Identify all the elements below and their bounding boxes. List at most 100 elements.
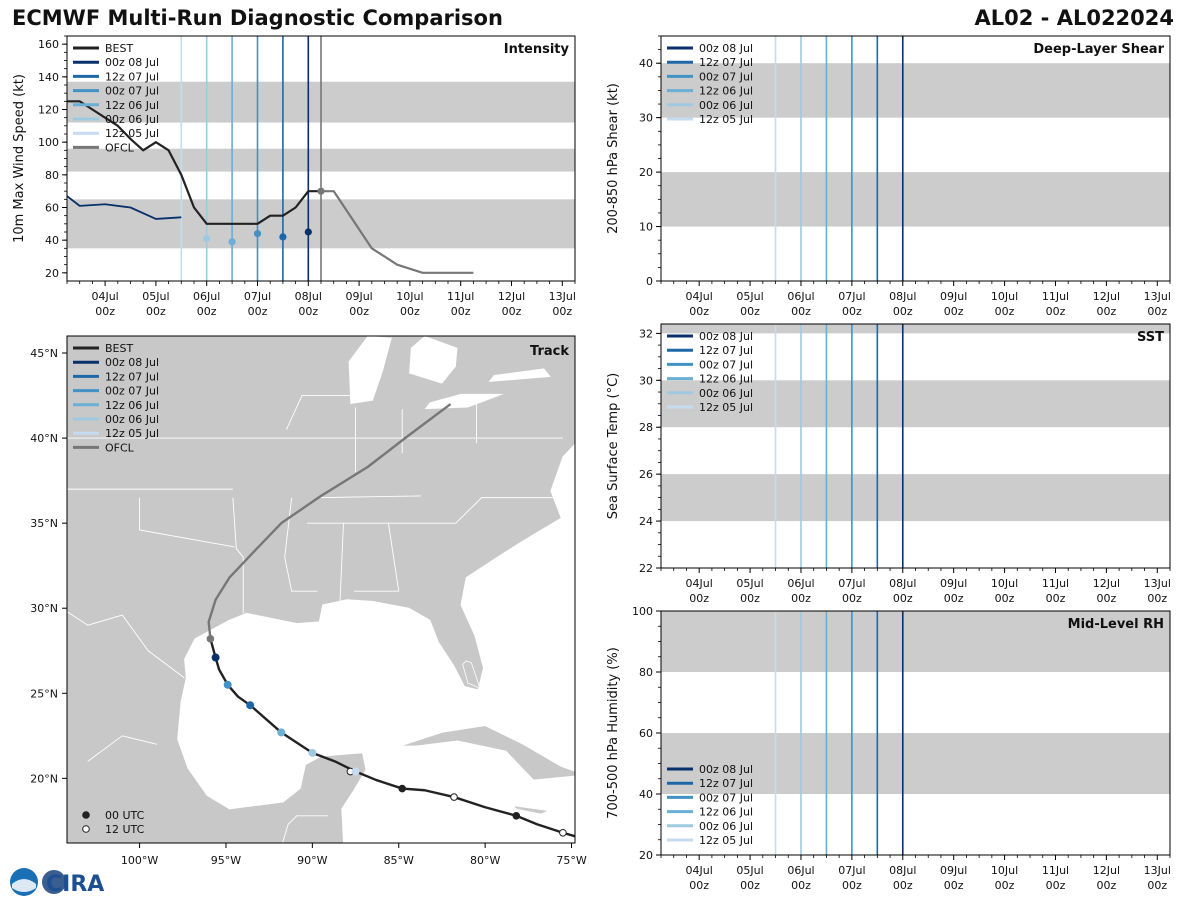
track-init-point-run-0 [211, 653, 220, 662]
sst-xtick-hour: 00z [1046, 592, 1066, 605]
rh-xtick-hour: 00z [1147, 879, 1167, 892]
intensity-xtick-day: 07Jul [244, 290, 271, 303]
intensity-series-best [67, 100, 321, 225]
shear-ylabel: 200-850 hPa Shear (kt) [606, 83, 621, 234]
track-title: Track [530, 344, 569, 359]
rh-xtick-hour: 00z [893, 879, 913, 892]
sst-xtick-day: 09Jul [940, 577, 967, 590]
shear-legend-label: 00z 06 Jul [699, 99, 753, 112]
border-line [307, 497, 558, 524]
rh-panel: 20 40 60 80 100 04Jul 00z 05Jul 00z 06Jul 00z 07Jul… [606, 605, 1171, 892]
sst-ytick-label: 30 [639, 374, 653, 387]
shear-plot-area [661, 36, 1170, 281]
intensity-ytick-label: 60 [45, 202, 59, 215]
intensity-ytick-label: 40 [45, 234, 59, 247]
intensity-xtick-day: 10Jul [396, 290, 423, 303]
rh-ytick-label: 100 [632, 605, 653, 618]
shear-xtick-hour: 00z [689, 305, 709, 318]
best-track-marker [512, 811, 521, 820]
sst-xtick-hour: 00z [893, 592, 913, 605]
intensity-init-point-run-1 [279, 233, 287, 241]
border-line [232, 497, 244, 614]
logo-text: CIRA [46, 872, 104, 897]
track-lat-label: 20°N [30, 772, 58, 785]
sst-threshold-band [661, 474, 1170, 522]
intensity-legend-label: 00z 08 Jul [105, 56, 159, 69]
lake-ontario [488, 368, 551, 382]
intensity-xtick-hour: 00z [502, 305, 522, 318]
intensity-title: Intensity [504, 42, 570, 57]
rh-ylabel: 700-500 hPa Humidity (%) [606, 647, 621, 819]
rh-xtick-day: 12Jul [1093, 864, 1120, 877]
best-track-marker [559, 828, 567, 837]
border-line [286, 395, 365, 430]
cuba-landmass [400, 725, 575, 781]
intensity-legend-label: 12z 06 Jul [105, 99, 159, 112]
jamaica-landmass [511, 805, 551, 815]
sst-legend-label: 00z 08 Jul [699, 330, 753, 343]
sst-xtick-day: 07Jul [838, 577, 865, 590]
sst-threshold-band [661, 324, 1170, 334]
track-legend-label: OFCL [105, 441, 135, 454]
sst-ytick-label: 32 [639, 327, 653, 340]
sst-xtick-day: 13Jul [1144, 577, 1171, 590]
shear-xtick-day: 07Jul [838, 290, 865, 303]
track-lat-label: 35°N [30, 517, 58, 530]
track-marker-legend-symbol [82, 825, 90, 833]
rh-threshold-band [661, 733, 1170, 794]
track-lon-label: 80°W [470, 854, 500, 867]
sst-ytick-label: 26 [639, 468, 653, 481]
shear-xtick-hour: 00z [740, 305, 760, 318]
intensity-ytick-label: 80 [45, 169, 59, 182]
sst-xtick-day: 12Jul [1093, 577, 1120, 590]
track-marker-legend-symbol [82, 811, 90, 819]
rh-xtick-hour: 00z [1096, 879, 1116, 892]
border-line [320, 495, 422, 499]
rh-xtick-hour: 00z [689, 879, 709, 892]
sst-xtick-hour: 00z [1096, 592, 1116, 605]
rh-xtick-day: 05Jul [736, 864, 763, 877]
ofcl-init-point [206, 635, 215, 643]
intensity-xtick-hour: 00z [298, 305, 318, 318]
intensity-xtick-day: 11Jul [447, 290, 474, 303]
sst-title: SST [1137, 330, 1164, 345]
sst-xtick-hour: 00z [740, 592, 760, 605]
intensity-legend-label: 12z 07 Jul [105, 70, 159, 83]
intensity-xtick-hour: 00z [552, 305, 572, 318]
track-legend-label: 00z 06 Jul [105, 413, 159, 426]
intensity-ytick-label: 140 [38, 71, 59, 84]
border-line [284, 497, 318, 592]
sst-xtick-day: 08Jul [889, 577, 916, 590]
border-line [353, 523, 400, 592]
intensity-ytick-label: 160 [38, 38, 59, 51]
rh-legend-label: 12z 05 Jul [699, 834, 753, 847]
intensity-legend-label: OFCL [105, 141, 135, 154]
shear-xtick-day: 10Jul [991, 290, 1018, 303]
intensity-plot-area [67, 36, 575, 281]
best-track-marker [450, 793, 458, 801]
best-track-marker [398, 784, 407, 793]
track-init-point-run-1 [246, 701, 255, 710]
shear-ytick-label: 40 [639, 57, 653, 70]
shear-legend-label: 12z 05 Jul [699, 113, 753, 126]
sst-xtick-day: 05Jul [736, 577, 763, 590]
storm-id-label: AL02 - AL022024 [974, 6, 1175, 30]
shear-xtick-hour: 00z [1096, 305, 1116, 318]
track-legend-label: 12z 07 Jul [105, 370, 159, 383]
track-plot-area [67, 336, 575, 843]
shear-xtick-hour: 00z [944, 305, 964, 318]
rh-xtick-hour: 00z [944, 879, 964, 892]
intensity-xtick-hour: 00z [95, 305, 115, 318]
shear-xtick-day: 05Jul [736, 290, 763, 303]
intensity-xtick-hour: 00z [197, 305, 217, 318]
track-legend-label: 12z 06 Jul [105, 399, 159, 412]
shear-ytick-label: 0 [646, 275, 653, 288]
border-line [282, 815, 328, 843]
sst-xtick-day: 06Jul [787, 577, 814, 590]
shear-threshold-band [661, 63, 1170, 118]
sst-xtick-day: 10Jul [991, 577, 1018, 590]
rh-xtick-day: 09Jul [940, 864, 967, 877]
shear-xtick-hour: 00z [1147, 305, 1167, 318]
sst-xtick-hour: 00z [689, 592, 709, 605]
north-america-landmass [67, 336, 575, 843]
